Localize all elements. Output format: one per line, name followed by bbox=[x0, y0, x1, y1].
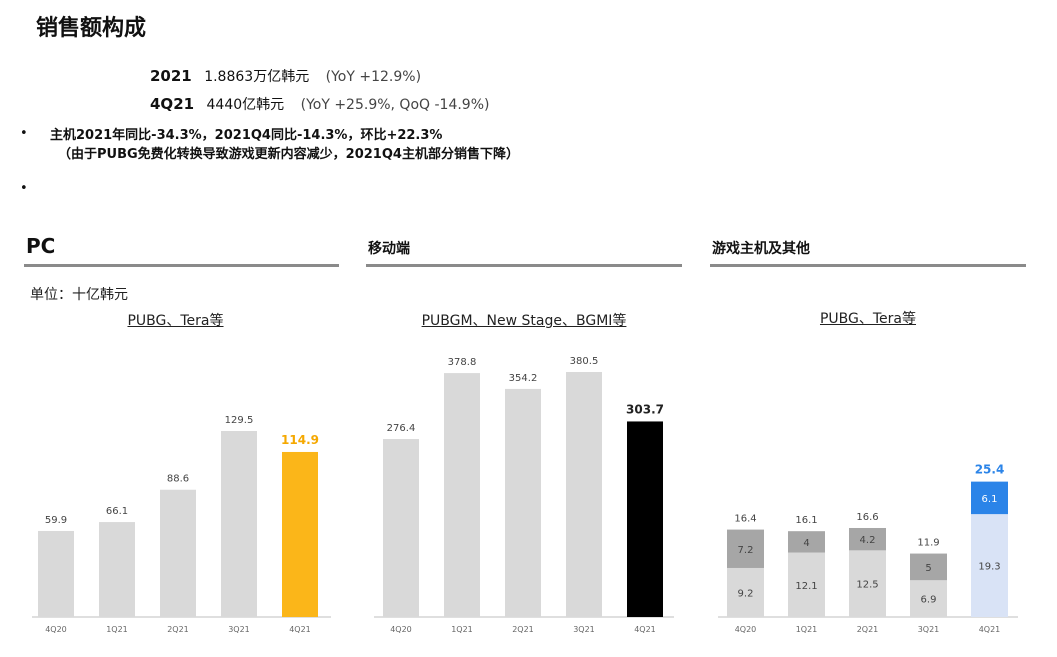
data-label: 378.8 bbox=[448, 357, 477, 368]
data-label: 88.6 bbox=[167, 474, 189, 485]
segment-label: 7.2 bbox=[738, 545, 754, 556]
x-tick-label: 1Q21 bbox=[451, 625, 473, 634]
pc-bar-chart: 59.9 4Q20 66.1 1Q21 88.6 2Q21 129.5 3Q21 114.9 4Q… bbox=[32, 415, 331, 634]
total-label: 16.6 bbox=[856, 512, 878, 523]
x-tick-label: 4Q20 bbox=[45, 625, 67, 634]
summary-amount: 4440亿韩元 bbox=[206, 97, 285, 113]
segment-label: 9.2 bbox=[738, 588, 754, 599]
pc-panel: PC PUBG、Tera等 59.9 4Q20 66.1 1Q21 88.6 2Q21 12… bbox=[24, 228, 339, 653]
total-label: 11.9 bbox=[917, 538, 939, 549]
panel-divider bbox=[24, 264, 339, 267]
x-tick-label: 4Q21 bbox=[634, 625, 656, 634]
total-label: 16.4 bbox=[734, 514, 756, 525]
segment-label: 6.1 bbox=[982, 494, 998, 505]
bar bbox=[383, 439, 419, 617]
segment-label: 4.2 bbox=[860, 535, 876, 546]
bar-segment-top bbox=[910, 553, 947, 581]
data-label: 354.2 bbox=[509, 373, 538, 384]
bar bbox=[566, 372, 602, 617]
summary-4q21: 4Q21 4440亿韩元 (YoY +25.9%, QoQ -14.9%) bbox=[150, 94, 489, 114]
data-label: 303.7 bbox=[626, 402, 664, 416]
panel-divider bbox=[710, 264, 1026, 267]
summary-year: 4Q21 bbox=[150, 95, 195, 113]
summary-change: (YoY +12.9%) bbox=[325, 69, 422, 85]
panel-title: 移动端 bbox=[368, 241, 410, 257]
x-tick-label: 3Q21 bbox=[918, 625, 940, 634]
bar-segment-top bbox=[971, 481, 1008, 515]
summary-amount: 1.8863万亿韩元 bbox=[204, 69, 310, 85]
data-label: 129.5 bbox=[225, 415, 254, 426]
bar bbox=[221, 431, 257, 617]
x-tick-label: 4Q20 bbox=[735, 625, 757, 634]
bar-segment-top bbox=[727, 529, 764, 568]
segment-label: 12.5 bbox=[856, 580, 878, 591]
console-stacked-bar-chart: 9.2 7.2 16.4 4Q20 12.1 4 16.1 1Q21 12.5 4.2 16.6 2Q… bbox=[718, 463, 1018, 634]
summary-year: 2021 bbox=[150, 67, 192, 85]
data-label: 380.5 bbox=[570, 356, 599, 367]
x-tick-label: 2Q21 bbox=[857, 625, 879, 634]
bar-segment-bottom bbox=[727, 567, 764, 617]
page-title: 销售额构成 bbox=[36, 16, 147, 41]
panel-subtitle: PUBGM、New Stage、BGMI等 bbox=[421, 313, 627, 329]
x-tick-label: 3Q21 bbox=[573, 625, 595, 634]
bullet-dot: • bbox=[20, 126, 28, 141]
x-tick-label: 2Q21 bbox=[512, 625, 534, 634]
bullet-text: 主机2021年同比-34.3%，2021Q4同比-14.3%，环比+22.3% bbox=[50, 128, 443, 143]
x-tick-label: 3Q21 bbox=[228, 625, 250, 634]
bar-segment-top bbox=[788, 531, 825, 553]
x-tick-label: 4Q21 bbox=[979, 625, 1001, 634]
console-panel: 游戏主机及其他 PUBG、Tera等 9.2 7.2 16.4 4Q20 12.1 4 16… bbox=[710, 228, 1026, 653]
panel-divider bbox=[366, 264, 682, 267]
bar bbox=[627, 421, 663, 617]
total-label: 16.1 bbox=[795, 515, 817, 526]
data-label: 276.4 bbox=[387, 423, 416, 434]
panel-title: PC bbox=[26, 234, 56, 258]
bar bbox=[505, 388, 541, 617]
total-label: 25.4 bbox=[975, 463, 1005, 477]
bullet-dot: • bbox=[20, 181, 28, 196]
x-tick-label: 4Q20 bbox=[390, 625, 412, 634]
panel-title: 游戏主机及其他 bbox=[712, 241, 810, 257]
segment-label: 19.3 bbox=[978, 562, 1000, 573]
segment-label: 6.9 bbox=[921, 595, 937, 606]
bar bbox=[282, 451, 318, 617]
bar-segment-top bbox=[849, 527, 886, 551]
bar bbox=[160, 489, 196, 617]
segment-label: 12.1 bbox=[795, 581, 817, 592]
data-label: 66.1 bbox=[106, 506, 128, 517]
x-tick-label: 1Q21 bbox=[796, 625, 818, 634]
data-label: 114.9 bbox=[281, 433, 319, 447]
bar-segment-bottom bbox=[788, 552, 825, 617]
bar-segment-bottom bbox=[910, 580, 947, 617]
bar bbox=[444, 373, 480, 617]
data-label: 59.9 bbox=[45, 515, 67, 526]
summary-change: (YoY +25.9%, QoQ -14.9%) bbox=[300, 97, 490, 113]
mobile-panel: 移动端 PUBGM、New Stage、BGMI等 276.4 4Q20 378.8… bbox=[366, 228, 682, 653]
segment-label: 5 bbox=[925, 563, 931, 574]
bar bbox=[99, 522, 135, 617]
x-tick-label: 2Q21 bbox=[167, 625, 189, 634]
bar-segment-bottom bbox=[971, 514, 1008, 617]
panel-subtitle: PUBG、Tera等 bbox=[127, 313, 224, 329]
panel-subtitle: PUBG、Tera等 bbox=[819, 311, 917, 327]
unit-label: 单位：十亿韩元 bbox=[30, 287, 128, 303]
bar bbox=[38, 530, 74, 617]
x-tick-label: 4Q21 bbox=[289, 625, 311, 634]
segment-label: 4 bbox=[803, 538, 809, 549]
mobile-bar-chart: 276.4 4Q20 378.8 1Q21 354.2 2Q21 380.5 3Q21 303.… bbox=[374, 356, 674, 634]
summary-2021: 2021 1.8863万亿韩元 (YoY +12.9%) bbox=[150, 66, 421, 86]
bullet-subtext: （由于PUBG免费化转换导致游戏更新内容减少，2021Q4主机部分销售下降） bbox=[58, 147, 519, 162]
x-tick-label: 1Q21 bbox=[106, 625, 128, 634]
bar-segment-bottom bbox=[849, 550, 886, 617]
